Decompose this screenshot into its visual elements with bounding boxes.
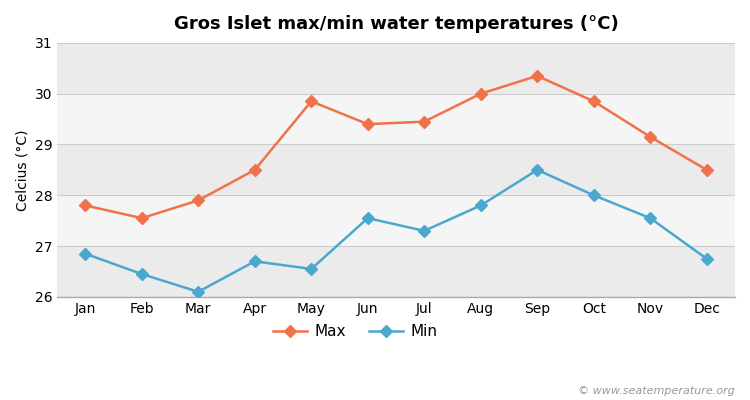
Legend: Max, Min: Max, Min xyxy=(267,318,443,345)
Max xyxy=(590,99,598,104)
Max xyxy=(420,119,429,124)
Min xyxy=(476,203,485,208)
Min xyxy=(363,216,372,220)
Bar xyxy=(57,195,735,246)
Bar xyxy=(57,94,735,144)
Min xyxy=(532,168,542,172)
Bar xyxy=(57,144,735,195)
Min xyxy=(590,193,598,198)
Text: © www.seatemperature.org: © www.seatemperature.org xyxy=(578,386,735,396)
Max xyxy=(81,203,90,208)
Min xyxy=(137,272,146,276)
Line: Max: Max xyxy=(81,72,711,222)
Title: Gros Islet max/min water temperatures (°C): Gros Islet max/min water temperatures (°… xyxy=(174,15,619,33)
Y-axis label: Celcius (°C): Celcius (°C) xyxy=(15,129,29,211)
Min xyxy=(307,266,316,271)
Max xyxy=(646,134,655,139)
Min xyxy=(251,259,260,264)
Max xyxy=(307,99,316,104)
Bar xyxy=(57,43,735,94)
Max xyxy=(363,122,372,126)
Max xyxy=(251,168,260,172)
Min xyxy=(420,228,429,233)
Bar xyxy=(57,246,735,297)
Line: Min: Min xyxy=(81,166,711,296)
Max xyxy=(532,74,542,78)
Min xyxy=(702,256,711,261)
Max xyxy=(137,216,146,220)
Max xyxy=(194,198,202,203)
Min xyxy=(646,216,655,220)
Min xyxy=(194,289,202,294)
Max xyxy=(476,91,485,96)
Min xyxy=(81,251,90,256)
Max xyxy=(702,168,711,172)
